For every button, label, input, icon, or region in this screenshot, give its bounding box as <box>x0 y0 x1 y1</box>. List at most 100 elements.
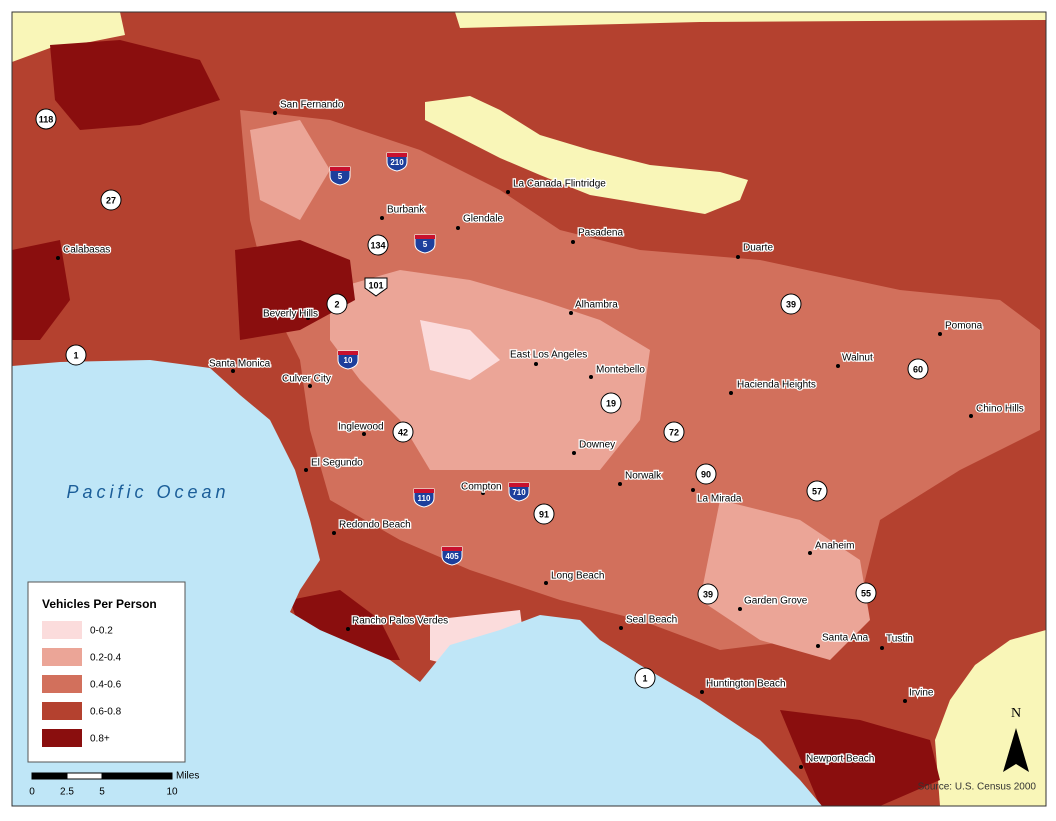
state-route-shield <box>634 667 656 689</box>
state-route-shield <box>907 358 929 380</box>
state-route-label: 42 <box>398 427 408 437</box>
state-route-shield <box>697 583 719 605</box>
city-label: Burbank <box>387 205 425 216</box>
city-dot <box>481 491 485 495</box>
state-route-shield <box>533 503 555 525</box>
city-dot <box>799 765 803 769</box>
interstate-band <box>330 167 350 171</box>
north-label: N <box>1011 706 1021 721</box>
city-label: La Canada Flintridge <box>513 179 606 190</box>
interstate-label: 5 <box>423 240 428 249</box>
interstate-shield <box>329 166 351 186</box>
city-label: Santa Monica <box>209 359 271 370</box>
state-route-shield <box>806 480 828 502</box>
city-label: Montebello <box>596 365 645 376</box>
interstate-label: 710 <box>512 488 526 497</box>
interstate-shield <box>413 488 435 508</box>
city-label: Compton <box>461 482 502 493</box>
scale-label: 10 <box>166 787 178 798</box>
land-outside <box>12 12 125 62</box>
city-label: Anaheim <box>815 541 854 552</box>
city-label: Chino Hills <box>976 404 1024 415</box>
ocean <box>12 360 822 806</box>
state-route-label: 1 <box>642 673 647 683</box>
city-dot <box>308 384 312 388</box>
north-arrow <box>1003 728 1029 772</box>
city-dot <box>569 311 573 315</box>
region <box>12 240 70 340</box>
city-dot <box>56 256 60 260</box>
state-route-label: 60 <box>913 364 923 374</box>
city-dot <box>456 226 460 230</box>
region <box>780 710 940 806</box>
city-dot <box>816 644 820 648</box>
city-dot <box>938 332 942 336</box>
city-dot <box>969 414 973 418</box>
city-label: Newport Beach <box>806 754 874 765</box>
region <box>235 240 355 340</box>
state-route-label: 27 <box>106 195 116 205</box>
city-dot <box>231 369 235 373</box>
city-label: Downey <box>579 440 615 451</box>
state-route-label: 57 <box>812 486 822 496</box>
legend-items: 0-0.2 0.2-0.4 0.4-0.6 0.6-0.8 0.8+ <box>42 621 122 747</box>
scale-segment <box>101 772 173 780</box>
city-dot <box>729 391 733 395</box>
city-dot <box>346 627 350 631</box>
city-label: San Fernando <box>280 100 344 111</box>
state-route-shield <box>600 392 622 414</box>
city-dot <box>506 190 510 194</box>
scale-label: 0 <box>29 787 35 798</box>
interstate-band <box>415 235 435 239</box>
city-dot <box>903 699 907 703</box>
interstate-shield <box>337 350 359 370</box>
scale-bar: 0 2.5 5 10 <box>29 772 178 798</box>
region <box>290 590 400 660</box>
city-label: Glendale <box>463 214 503 225</box>
state-route-shield <box>695 463 717 485</box>
interstate-label: 5 <box>338 172 343 181</box>
region <box>700 500 870 660</box>
city-dot <box>700 690 704 694</box>
city-dot <box>619 626 623 630</box>
interstate-band <box>509 483 529 487</box>
city-dot <box>691 488 695 492</box>
city-label: Alhambra <box>575 300 618 311</box>
city-dot <box>589 375 593 379</box>
state-route-label: 19 <box>606 398 616 408</box>
city-dot <box>836 364 840 368</box>
map-frame <box>11 11 1047 807</box>
state-route-shield <box>780 293 802 315</box>
source: Source: U.S. Census 2000 <box>918 782 1037 793</box>
city-label: Seal Beach <box>626 615 677 626</box>
state-route-label: 1 <box>73 350 78 360</box>
state-route-label: 118 <box>39 114 54 124</box>
city-label: Norwalk <box>625 471 662 482</box>
interstate-shield <box>386 152 408 172</box>
city-label: Pomona <box>945 321 983 332</box>
city-label: Walnut <box>842 353 873 364</box>
region <box>250 120 330 220</box>
scale-unit: Miles <box>176 771 199 782</box>
city-label: Inglewood <box>338 422 384 433</box>
city-dot <box>380 216 384 220</box>
city-dot <box>332 531 336 535</box>
interstate-shield <box>441 546 463 566</box>
state-route-label: 90 <box>701 469 711 479</box>
land-outside <box>455 12 1046 28</box>
city-dot <box>880 646 884 650</box>
interstate-label: 110 <box>418 494 431 503</box>
city-dot <box>572 451 576 455</box>
interstate-label: 405 <box>445 552 459 561</box>
legend-label: 0.8+ <box>90 734 110 745</box>
state-route-shield <box>100 189 122 211</box>
city-label: Huntington Beach <box>706 679 786 690</box>
state-route-label: 39 <box>786 299 796 309</box>
city-dot <box>808 551 812 555</box>
city-dot <box>306 316 310 320</box>
city-label: La Mirada <box>697 494 742 505</box>
city-label: Santa Ana <box>822 633 869 644</box>
interstate-band <box>414 489 434 493</box>
us-route-label: 101 <box>368 280 383 290</box>
